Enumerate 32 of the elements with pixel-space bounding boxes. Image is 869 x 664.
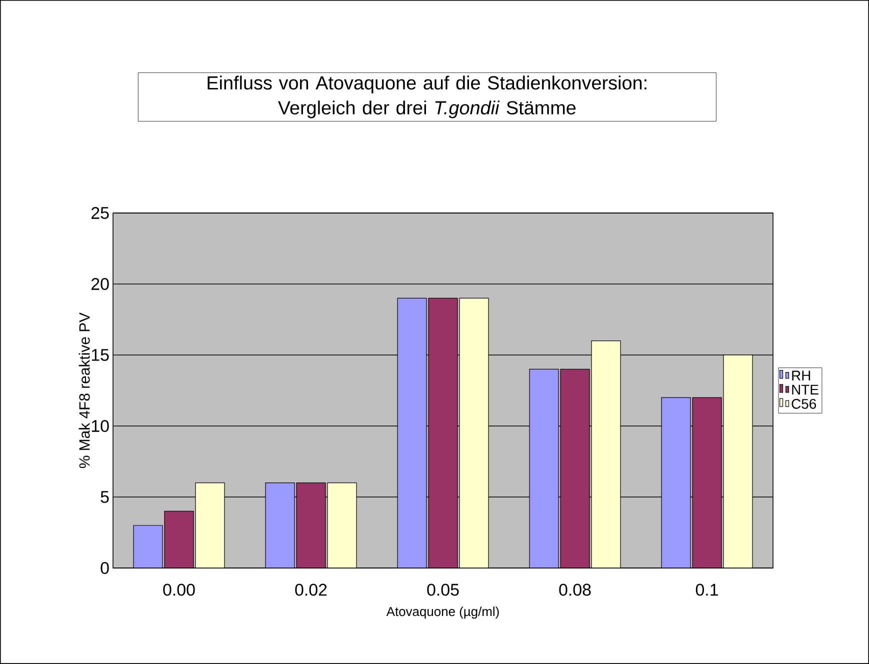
bar — [723, 354, 753, 568]
bar — [661, 397, 691, 568]
x-tick-label: 0.1 — [696, 584, 718, 596]
legend-label: C56 — [792, 398, 816, 409]
y-tick-label: 10 — [92, 420, 109, 432]
chart-title: Einfluss von Atovaquone auf die Stadienkonversion: Vergleich der drei T.gondii Stämme — [208, 76, 646, 118]
bar — [266, 482, 295, 568]
x-tick-label: 0.05 — [427, 584, 459, 596]
bar — [196, 482, 225, 568]
x-tick-label: 0.02 — [295, 584, 327, 596]
bar — [530, 369, 559, 568]
y-tick-label: 25 — [92, 206, 109, 219]
bar — [134, 525, 163, 568]
y-tick-label: 20 — [92, 278, 109, 290]
bar — [692, 397, 722, 568]
bar — [296, 482, 326, 568]
bar — [398, 298, 427, 568]
x-tick-label: 0.08 — [559, 584, 591, 596]
bar — [428, 298, 458, 568]
y-axis-title: % Mak 4F8 reaktive PV — [78, 312, 90, 468]
x-axis-title: Atovaquone (µg/ml) — [386, 606, 499, 619]
bar — [164, 511, 194, 568]
y-tick-label: 15 — [92, 349, 109, 361]
bar — [460, 298, 489, 568]
bar — [560, 369, 590, 568]
bar — [592, 340, 621, 568]
legend-label: RH — [792, 370, 810, 380]
bar — [328, 482, 357, 568]
legend-label: NTE — [792, 384, 818, 394]
x-tick-label: 0.00 — [163, 584, 195, 596]
y-tick-label: 5 — [100, 491, 109, 503]
y-tick-label: 0 — [100, 562, 109, 574]
